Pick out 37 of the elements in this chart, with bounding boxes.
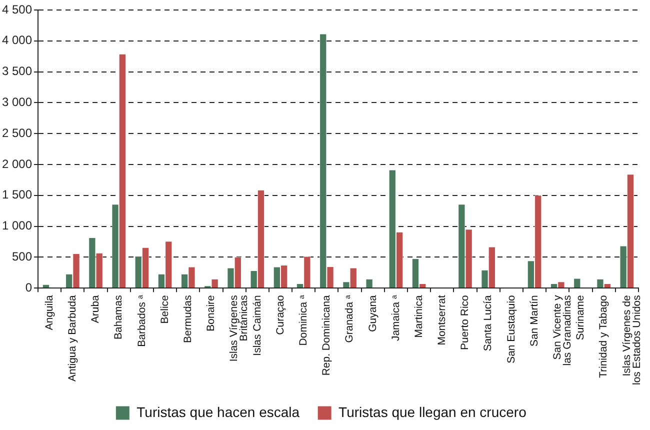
- legend-label: Turistas que llegan en crucero: [338, 404, 527, 420]
- y-tick-label: 0: [25, 280, 32, 294]
- y-tick-label: 2 000: [2, 156, 32, 171]
- x-tick-label: Trinidad y Tabago: [598, 294, 610, 378]
- x-tick-label: Dominica ᵃ: [297, 295, 310, 346]
- y-tick-label: 3 000: [2, 95, 32, 110]
- x-tick-label: Bahamas: [112, 295, 125, 340]
- x-tick-label: Suriname: [574, 294, 587, 340]
- x-tick-label: Barbados ᵃ: [136, 295, 148, 347]
- y-tick-label: 2 500: [2, 126, 32, 140]
- x-tick-label: Puerto Rico: [459, 294, 472, 350]
- y-tick-label: 1 000: [2, 218, 32, 233]
- x-tick-label: Antigua y Barbuda: [66, 294, 79, 382]
- y-tick-label: 1 500: [2, 188, 32, 202]
- x-tick-label: San Martín: [528, 294, 540, 346]
- x-tick-label: Granada ᵃ: [344, 295, 356, 343]
- x-tick-label: Curaçao: [274, 294, 286, 335]
- x-tick-label: Islas Vírgenes Británicas: [228, 295, 250, 362]
- x-tick-label: Anguila: [43, 294, 56, 330]
- x-tick-label: San Vicente y las Granadinas: [552, 294, 574, 366]
- x-tick-label: Bermudas: [182, 295, 194, 343]
- y-tick-label: 4 000: [2, 33, 32, 48]
- x-tick-label: Belice: [158, 294, 171, 324]
- y-tick-label: 500: [12, 250, 32, 264]
- x-tick-label: Bonaire: [205, 294, 218, 332]
- x-tick-label: Rep. Dominicana: [320, 294, 333, 376]
- x-tick-label: Islas Caimán: [251, 294, 264, 356]
- x-tick-label: Aruba: [90, 294, 102, 324]
- x-tick-label: Santa Lucía: [482, 294, 494, 352]
- x-tick-label: Jamaica ᵃ: [390, 295, 402, 342]
- x-tick-label: Martinica: [412, 294, 425, 338]
- x-tick-label: Guyana: [366, 294, 379, 332]
- x-tick-label: Montserrat: [436, 295, 448, 346]
- y-tick-label: 4 500: [2, 2, 32, 16]
- x-tick-label: San Eustaquio: [505, 294, 518, 364]
- legend-label: Turistas que hacen escala: [136, 404, 300, 420]
- y-tick-label: 3 500: [2, 64, 32, 78]
